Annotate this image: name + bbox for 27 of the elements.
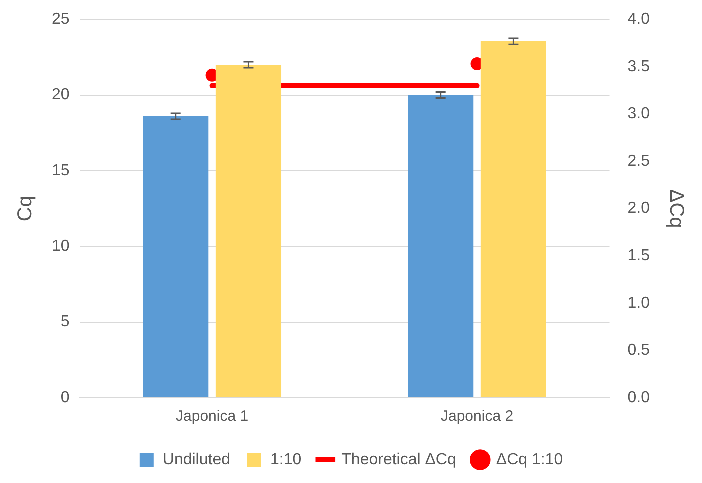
legend-label: Theoretical ΔCq [342,451,456,468]
bar [216,65,282,398]
y2-tick-label: 1.5 [628,248,650,265]
y2-tick-label: 2.0 [628,200,650,218]
y2-tick-label: 1.0 [628,294,650,312]
y-tick-label: 25 [52,11,70,28]
y2-axis-title: ΔCq [665,189,688,228]
legend-label: Undiluted [162,451,231,468]
legend-label: ΔCq 1:10 [496,451,564,468]
bar [480,42,546,398]
y-tick-label: 20 [52,86,70,104]
y2-tick-label: 0.0 [628,389,650,406]
y-tick-label: 0 [60,389,70,406]
y2-tick-label: 3.5 [628,58,650,76]
y-axis-title: Cq [14,196,37,222]
bar [408,95,474,398]
x-tick-label: Japonica 2 [440,408,514,426]
y2-tick-label: 4.0 [628,11,650,28]
legend-label: 1:10 [270,451,302,468]
y-tick-label: 5 [60,314,70,331]
bar [143,116,209,398]
y2-tick-label: 2.5 [628,152,650,170]
y2-tick-label: 0.5 [628,342,650,360]
y-tick-label: 15 [52,162,70,180]
y-tick-label: 10 [52,238,70,256]
x-tick-label: Japonica 1 [176,408,249,426]
y2-tick-label: 3.0 [628,106,650,123]
